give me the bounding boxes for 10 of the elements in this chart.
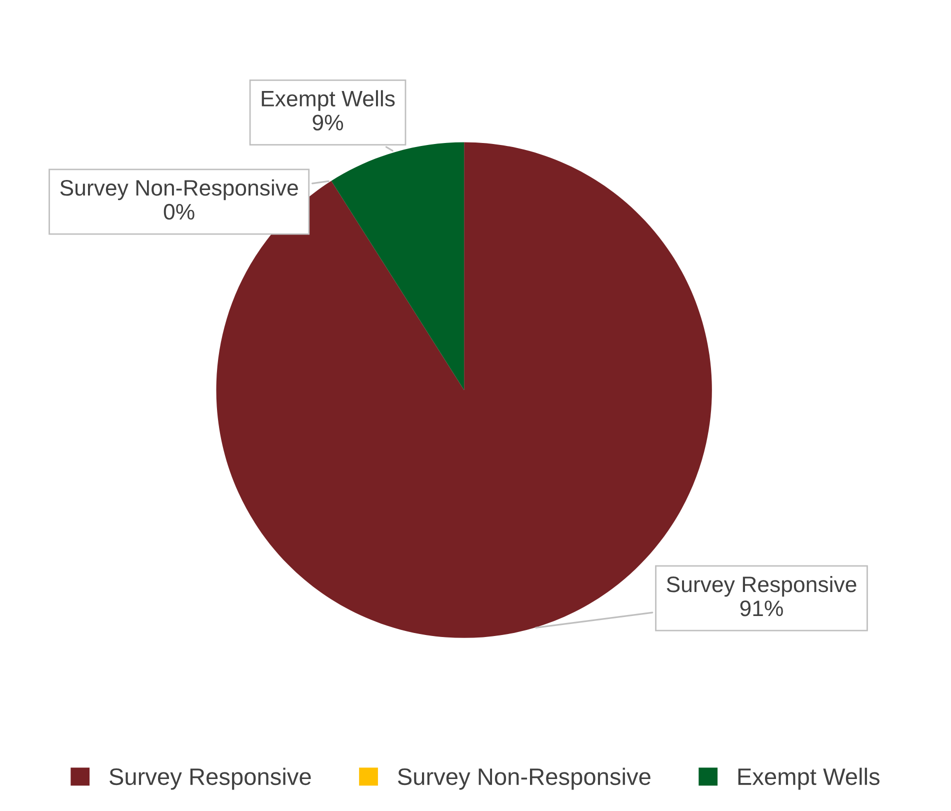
slice-label: Survey Responsive <box>666 576 856 597</box>
data-label: 91% <box>740 600 783 616</box>
pie-slice <box>331 142 464 390</box>
data-label: 9% <box>312 114 344 130</box>
slice-label: Exempt Wells <box>262 90 395 111</box>
legend-label: Survey Non-Responsive <box>398 768 650 790</box>
text: 0% <box>164 204 194 220</box>
legend-label: Survey Responsive <box>110 768 311 790</box>
legend-label: Exempt Wells <box>738 768 880 790</box>
category-label: Survey Non-Responsive <box>60 179 298 200</box>
